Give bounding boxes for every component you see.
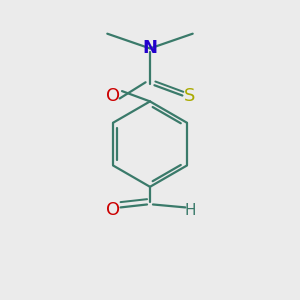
Text: O: O xyxy=(106,86,120,104)
Text: O: O xyxy=(106,201,120,219)
Text: H: H xyxy=(184,203,196,218)
Text: N: N xyxy=(142,39,158,57)
Text: S: S xyxy=(184,86,195,104)
